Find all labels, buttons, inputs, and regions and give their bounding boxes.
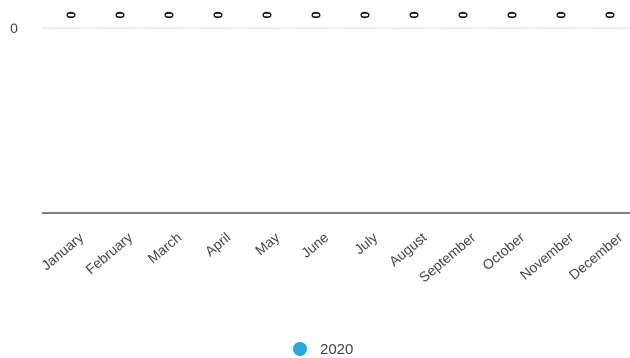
x-tick-label-february: February [82, 229, 135, 277]
y-tick-label: 0 [10, 20, 18, 36]
bar-october[interactable] [490, 28, 525, 29]
data-label-january: 0 [63, 11, 78, 18]
bar-september[interactable] [441, 28, 476, 29]
data-label-december: 0 [602, 11, 617, 18]
bars [49, 28, 623, 29]
data-label-may: 0 [259, 11, 274, 18]
bar-may[interactable] [245, 28, 280, 29]
x-tick-label-november: November [517, 229, 577, 283]
data-label-july: 0 [357, 11, 372, 18]
bar-january[interactable] [49, 28, 84, 29]
data-label-september: 0 [455, 11, 470, 18]
data-label-october: 0 [504, 11, 519, 18]
x-tick-label-june: June [298, 229, 332, 261]
x-tick-label-july: July [351, 229, 380, 257]
bar-april[interactable] [196, 28, 231, 29]
x-tick-label-january: January [38, 229, 86, 273]
x-tick-label-december: December [566, 229, 626, 283]
bar-november[interactable] [539, 28, 574, 29]
data-label-march: 0 [161, 11, 176, 18]
data-label-april: 0 [210, 11, 225, 18]
legend-label-2020: 2020 [320, 341, 353, 358]
y-axis: 0 [10, 20, 18, 36]
legend-swatch-2020 [293, 342, 307, 356]
bar-june[interactable] [294, 28, 329, 29]
x-tick-label-may: May [252, 229, 283, 258]
x-tick-label-march: March [144, 229, 184, 266]
data-labels: 0 0 0 0 0 0 0 0 0 0 0 0 [63, 11, 617, 18]
bar-august[interactable] [392, 28, 427, 29]
bar-march[interactable] [147, 28, 182, 29]
bar-december[interactable] [588, 28, 623, 29]
data-label-august: 0 [406, 11, 421, 18]
legend[interactable]: 2020 [293, 341, 353, 358]
bar-july[interactable] [343, 28, 378, 29]
bar-february[interactable] [98, 28, 133, 29]
x-tick-label-august: August [386, 229, 430, 269]
data-label-june: 0 [308, 11, 323, 18]
data-label-february: 0 [112, 11, 127, 18]
data-label-november: 0 [553, 11, 568, 18]
x-tick-label-april: April [202, 229, 234, 259]
